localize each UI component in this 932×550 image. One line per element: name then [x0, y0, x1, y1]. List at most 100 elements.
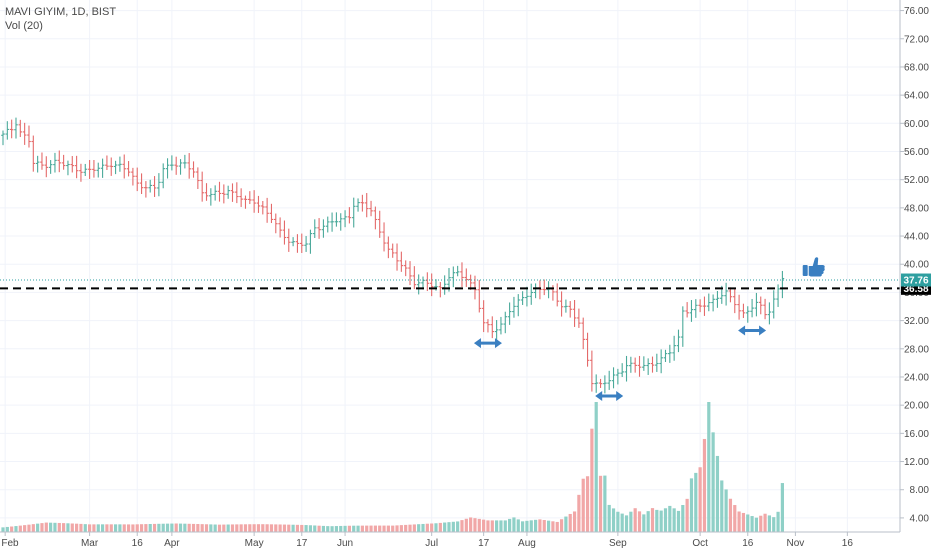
volume-bar — [139, 524, 144, 532]
ohlc-bar — [222, 184, 226, 204]
volume-bar — [473, 518, 477, 532]
price-axis[interactable]: 76.00 72.00 68.00 64.00 60.00 56.00 52.00 48.00… — [900, 6, 929, 524]
volume-bar — [313, 525, 317, 532]
ohlc-bar — [170, 155, 174, 171]
ohlc-bar — [655, 353, 659, 372]
volume-bar — [282, 524, 287, 532]
volume-bar — [187, 523, 191, 532]
ohlc-bar — [351, 197, 356, 228]
volume-bar — [594, 402, 598, 532]
volume-bar — [516, 519, 520, 532]
ohlc-bar — [27, 125, 31, 148]
ohlc-bar — [18, 119, 23, 138]
ohlc-bar — [659, 349, 663, 374]
volume-bar — [62, 523, 66, 532]
price-axis-label: 72.00 — [904, 34, 929, 45]
volume-bar — [404, 524, 408, 532]
ohlc-bar — [209, 188, 213, 206]
ohlc-bar — [252, 190, 256, 213]
ohlc-bar — [694, 299, 698, 318]
time-axis-label: Apr — [164, 538, 180, 549]
volume-bar — [443, 522, 447, 532]
time-axis[interactable]: Feb Mar 16 Apr May 17 Jun Jul 17 Aug Sep Oct 16 Nov 16 — [1, 532, 853, 549]
volume-bar — [668, 505, 672, 532]
ohlc-bar — [382, 222, 386, 252]
price-axis-label: 28.00 — [904, 344, 929, 355]
volume-bar — [105, 524, 109, 532]
volume-bar — [694, 472, 698, 532]
time-axis-label: May — [245, 538, 264, 549]
ohlc-bar — [616, 368, 620, 385]
time-axis-label: 16 — [132, 538, 144, 549]
ohlc-bar — [157, 173, 161, 197]
volume-bar — [122, 524, 126, 532]
ohlc-bar — [243, 195, 248, 209]
price-axis-label: 68.00 — [904, 62, 929, 73]
ohlc-bar — [750, 298, 754, 318]
ohlc-bar — [139, 173, 144, 195]
volume-bar — [650, 508, 655, 532]
volume-bar — [434, 523, 438, 532]
volume-bar — [343, 525, 347, 532]
volume-bar — [83, 524, 87, 532]
ohlc-bar — [650, 356, 655, 373]
volume-bar — [222, 524, 226, 532]
volume-bar — [629, 511, 633, 532]
ohlc-bar — [499, 316, 503, 335]
volume-bar — [256, 524, 261, 532]
ohlc-bar — [568, 301, 573, 318]
volume-bar — [369, 525, 373, 532]
volume-bar — [750, 516, 754, 532]
price-axis-label: 20.00 — [904, 401, 929, 412]
ohlc-bar — [590, 350, 594, 392]
volume-bar — [135, 524, 139, 532]
ohlc-bar — [92, 160, 96, 178]
ohlc-bar — [685, 302, 689, 318]
ohlc-bar — [780, 270, 785, 299]
ohlc-bar — [330, 212, 334, 232]
ohlc-bar — [603, 375, 607, 394]
volume-bar — [75, 523, 79, 532]
volume-bar — [209, 524, 213, 532]
volume-bar — [10, 526, 14, 532]
volume-bar — [304, 525, 308, 532]
ohlc-bar — [529, 283, 534, 305]
price-axis-label: 12.00 — [904, 457, 929, 468]
volume-bar — [18, 525, 22, 532]
volume-bar — [681, 505, 685, 532]
volume-bar — [529, 520, 533, 532]
ohlc-bar — [377, 210, 382, 238]
thumbs-up-icon — [802, 257, 825, 277]
time-axis-label: Jun — [337, 538, 353, 549]
volume-bar — [642, 514, 646, 532]
volume-bar — [685, 498, 689, 532]
volume-bar — [607, 504, 611, 532]
ohlc-bar — [196, 167, 200, 189]
ohlc-bar — [269, 203, 274, 224]
volume-bar — [698, 467, 702, 532]
volume-bar — [217, 524, 222, 532]
ohlc-bar — [776, 284, 780, 307]
price-axis-label: 60.00 — [904, 119, 929, 130]
ohlc-bar — [516, 294, 521, 317]
volume-bar — [300, 524, 304, 532]
volume-bar — [326, 526, 330, 532]
volume-bar — [689, 478, 694, 532]
price-axis-label: 44.00 — [904, 232, 929, 243]
ohlc-bar — [542, 279, 547, 296]
ohlc-bar — [325, 216, 330, 233]
ohlc-bar — [144, 181, 148, 198]
volume-indicator-title: Vol (20) — [5, 20, 43, 32]
ohlc-bar — [152, 176, 157, 197]
ohlc-bar — [724, 282, 728, 306]
ohlc-bar — [698, 299, 702, 313]
ohlc-bar — [53, 152, 57, 173]
price-axis-label: 52.00 — [904, 175, 929, 186]
volume-bar — [624, 515, 629, 532]
ohlc-bar — [9, 119, 14, 139]
volume-bar — [776, 511, 780, 532]
volume-bar — [378, 525, 382, 532]
ohlc-bar — [109, 157, 114, 176]
ohlc-bar — [442, 275, 447, 295]
